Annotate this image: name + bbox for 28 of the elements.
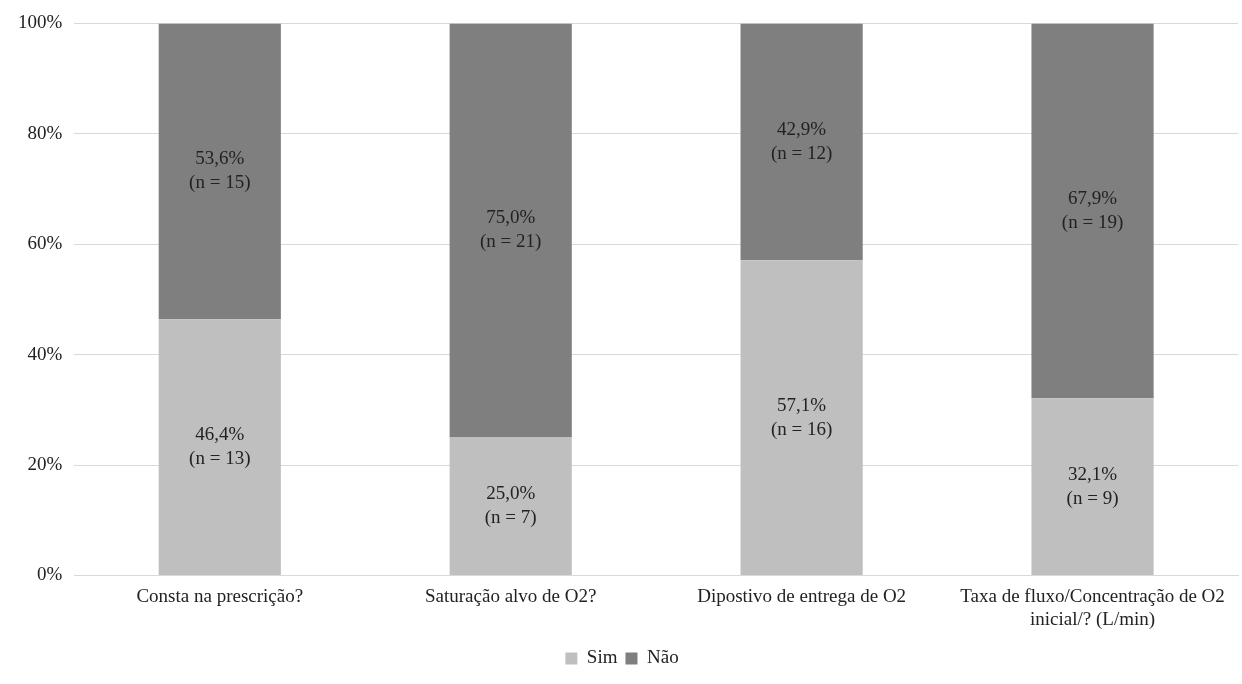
y-tick-label: 80% — [27, 121, 63, 143]
y-tick-label: 40% — [27, 342, 63, 364]
data-label: 53,6% (n = 15) — [189, 147, 251, 194]
x-tick-label: Dipostivo de entrega de O2 — [697, 584, 907, 606]
legend-label: Não — [646, 646, 679, 668]
data-label: 57,1% (n = 16) — [770, 393, 833, 440]
data-label: 46,4% (n = 13) — [189, 423, 251, 470]
legend-label: Sim — [586, 646, 618, 668]
x-tick-label: Saturação alvo de O2? — [424, 584, 597, 606]
x-tick-label: Taxa de fluxo/Concentração de O2 inicial/? (L/min) — [960, 584, 1225, 630]
x-tick-label: Consta na prescrição? — [136, 584, 304, 606]
y-tick-label: 0% — [37, 563, 63, 585]
bar — [158, 319, 281, 575]
y-tick-label: 20% — [27, 452, 63, 474]
data-label: 32,1% (n = 9) — [1066, 462, 1119, 509]
bar — [1031, 398, 1154, 575]
bar — [1031, 23, 1154, 399]
bar — [449, 437, 572, 575]
y-tick-label: 60% — [27, 232, 63, 254]
y-tick-label: 100% — [18, 11, 63, 33]
bar — [449, 23, 572, 438]
data-label: 75,0% (n = 21) — [480, 206, 542, 253]
bar — [740, 23, 863, 261]
data-label: 67,9% (n = 19) — [1061, 186, 1124, 233]
data-label: 42,9% (n = 12) — [770, 117, 833, 164]
data-label: 25,0% (n = 7) — [484, 482, 537, 529]
bar — [740, 260, 863, 575]
bar — [158, 23, 281, 320]
